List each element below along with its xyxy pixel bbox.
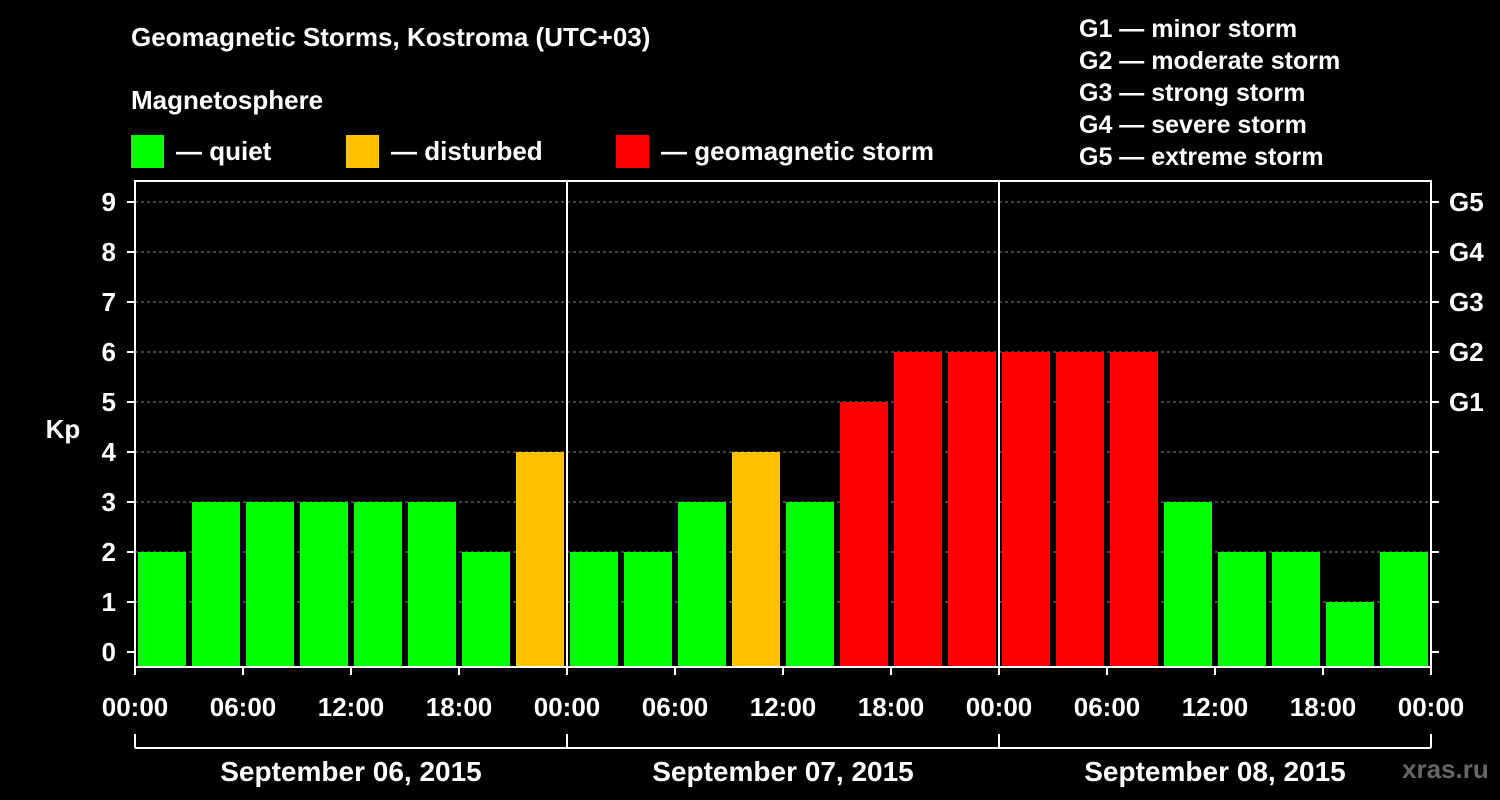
day-label: September 07, 2015 [652,756,914,787]
x-tick-label: 00:00 [1398,692,1465,722]
kp-bar [948,352,996,667]
y-tick-label: 3 [102,487,116,517]
kp-bar [1272,552,1320,667]
kp-bar [786,502,834,667]
kp-bar [840,402,888,667]
bars-layer [138,352,1428,667]
kp-bar [894,352,942,667]
kp-bar [516,452,564,667]
kp-bar [300,502,348,667]
storm-scale-legend: G1 — minor storm G2 — moderate storm G3 … [1079,13,1340,173]
x-tick-label: 12:00 [750,692,817,722]
storm-scale-g2: G2 — moderate storm [1079,47,1341,75]
kp-bar [408,502,456,667]
y-tick-label: 8 [102,237,116,267]
kp-bar [1326,602,1374,667]
x-tick-label: 12:00 [318,692,385,722]
kp-bar [192,502,240,667]
kp-bar [732,452,780,667]
kp-bar [1056,352,1104,667]
legend-swatch-disturbed [346,134,379,168]
storm-scale-g5: G5 — extreme storm [1079,143,1324,171]
x-tick-label: 00:00 [534,692,601,722]
kp-bar [1110,352,1158,667]
x-tick-label: 18:00 [1290,692,1357,722]
g-level-label: G2 [1449,337,1484,367]
y-tick-label: 4 [102,437,117,467]
chart-title: Geomagnetic Storms, Kostroma (UTC+03) [131,22,651,52]
labels-layer: 0 1 2 3 4 5 6 7 8 9 G1 G2 G3 G4 G5 00:00 06:00 12:00 18:00… [102,187,1485,787]
x-tick-label: 18:00 [426,692,493,722]
legend-label-storm: — geomagnetic storm [661,135,935,166]
kp-bar [1380,552,1428,667]
storm-scale-g4: G4 — severe storm [1079,111,1307,139]
kp-bar [462,552,510,667]
legend-item-storm: — geomagnetic storm [616,134,934,168]
grid-layer [135,201,1431,603]
watermark: xras.ru [1402,754,1489,784]
kp-bar [1218,552,1266,667]
x-tick-label: 06:00 [1074,692,1141,722]
y-tick-label: 5 [102,387,116,417]
y-tick-label: 7 [102,287,116,317]
frame-layer [127,180,1439,749]
kp-bar [570,552,618,667]
kp-bar [246,502,294,667]
g-level-label: G4 [1449,237,1484,267]
kp-bar [678,502,726,667]
legend-label-quiet: — quiet [176,135,272,166]
x-tick-label: 00:00 [966,692,1033,722]
storm-scale-g3: G3 — strong storm [1079,79,1306,107]
storm-scale-g1: G1 — minor storm [1079,15,1298,43]
g-level-label: G3 [1449,287,1484,317]
kp-bar [1002,352,1050,667]
legend-label-disturbed: — disturbed [391,135,543,166]
day-label: September 08, 2015 [1084,756,1346,787]
legend-item-disturbed: — disturbed [346,134,543,168]
kp-bar [624,552,672,667]
x-tick-label: 18:00 [858,692,925,722]
x-tick-label: 12:00 [1182,692,1249,722]
day-label: September 06, 2015 [220,756,482,787]
kp-bar [138,552,186,667]
y-tick-label: 2 [102,537,116,567]
g-level-label: G1 [1449,387,1484,417]
kp-bar [354,502,402,667]
legend-item-quiet: — quiet [131,134,271,168]
g-level-label: G5 [1449,187,1484,217]
kp-bar [1164,502,1212,667]
legend-swatch-storm [616,134,649,168]
x-tick-label: 06:00 [642,692,709,722]
x-tick-label: 06:00 [210,692,277,722]
legend-swatch-quiet [131,134,164,168]
legend-title: Magnetosphere [131,85,324,115]
y-tick-label: 0 [102,637,116,667]
x-tick-label: 00:00 [102,692,169,722]
y-tick-label: 9 [102,187,116,217]
y-axis-label: Kp [46,414,81,444]
y-tick-label: 1 [102,587,116,617]
y-tick-label: 6 [102,337,116,367]
